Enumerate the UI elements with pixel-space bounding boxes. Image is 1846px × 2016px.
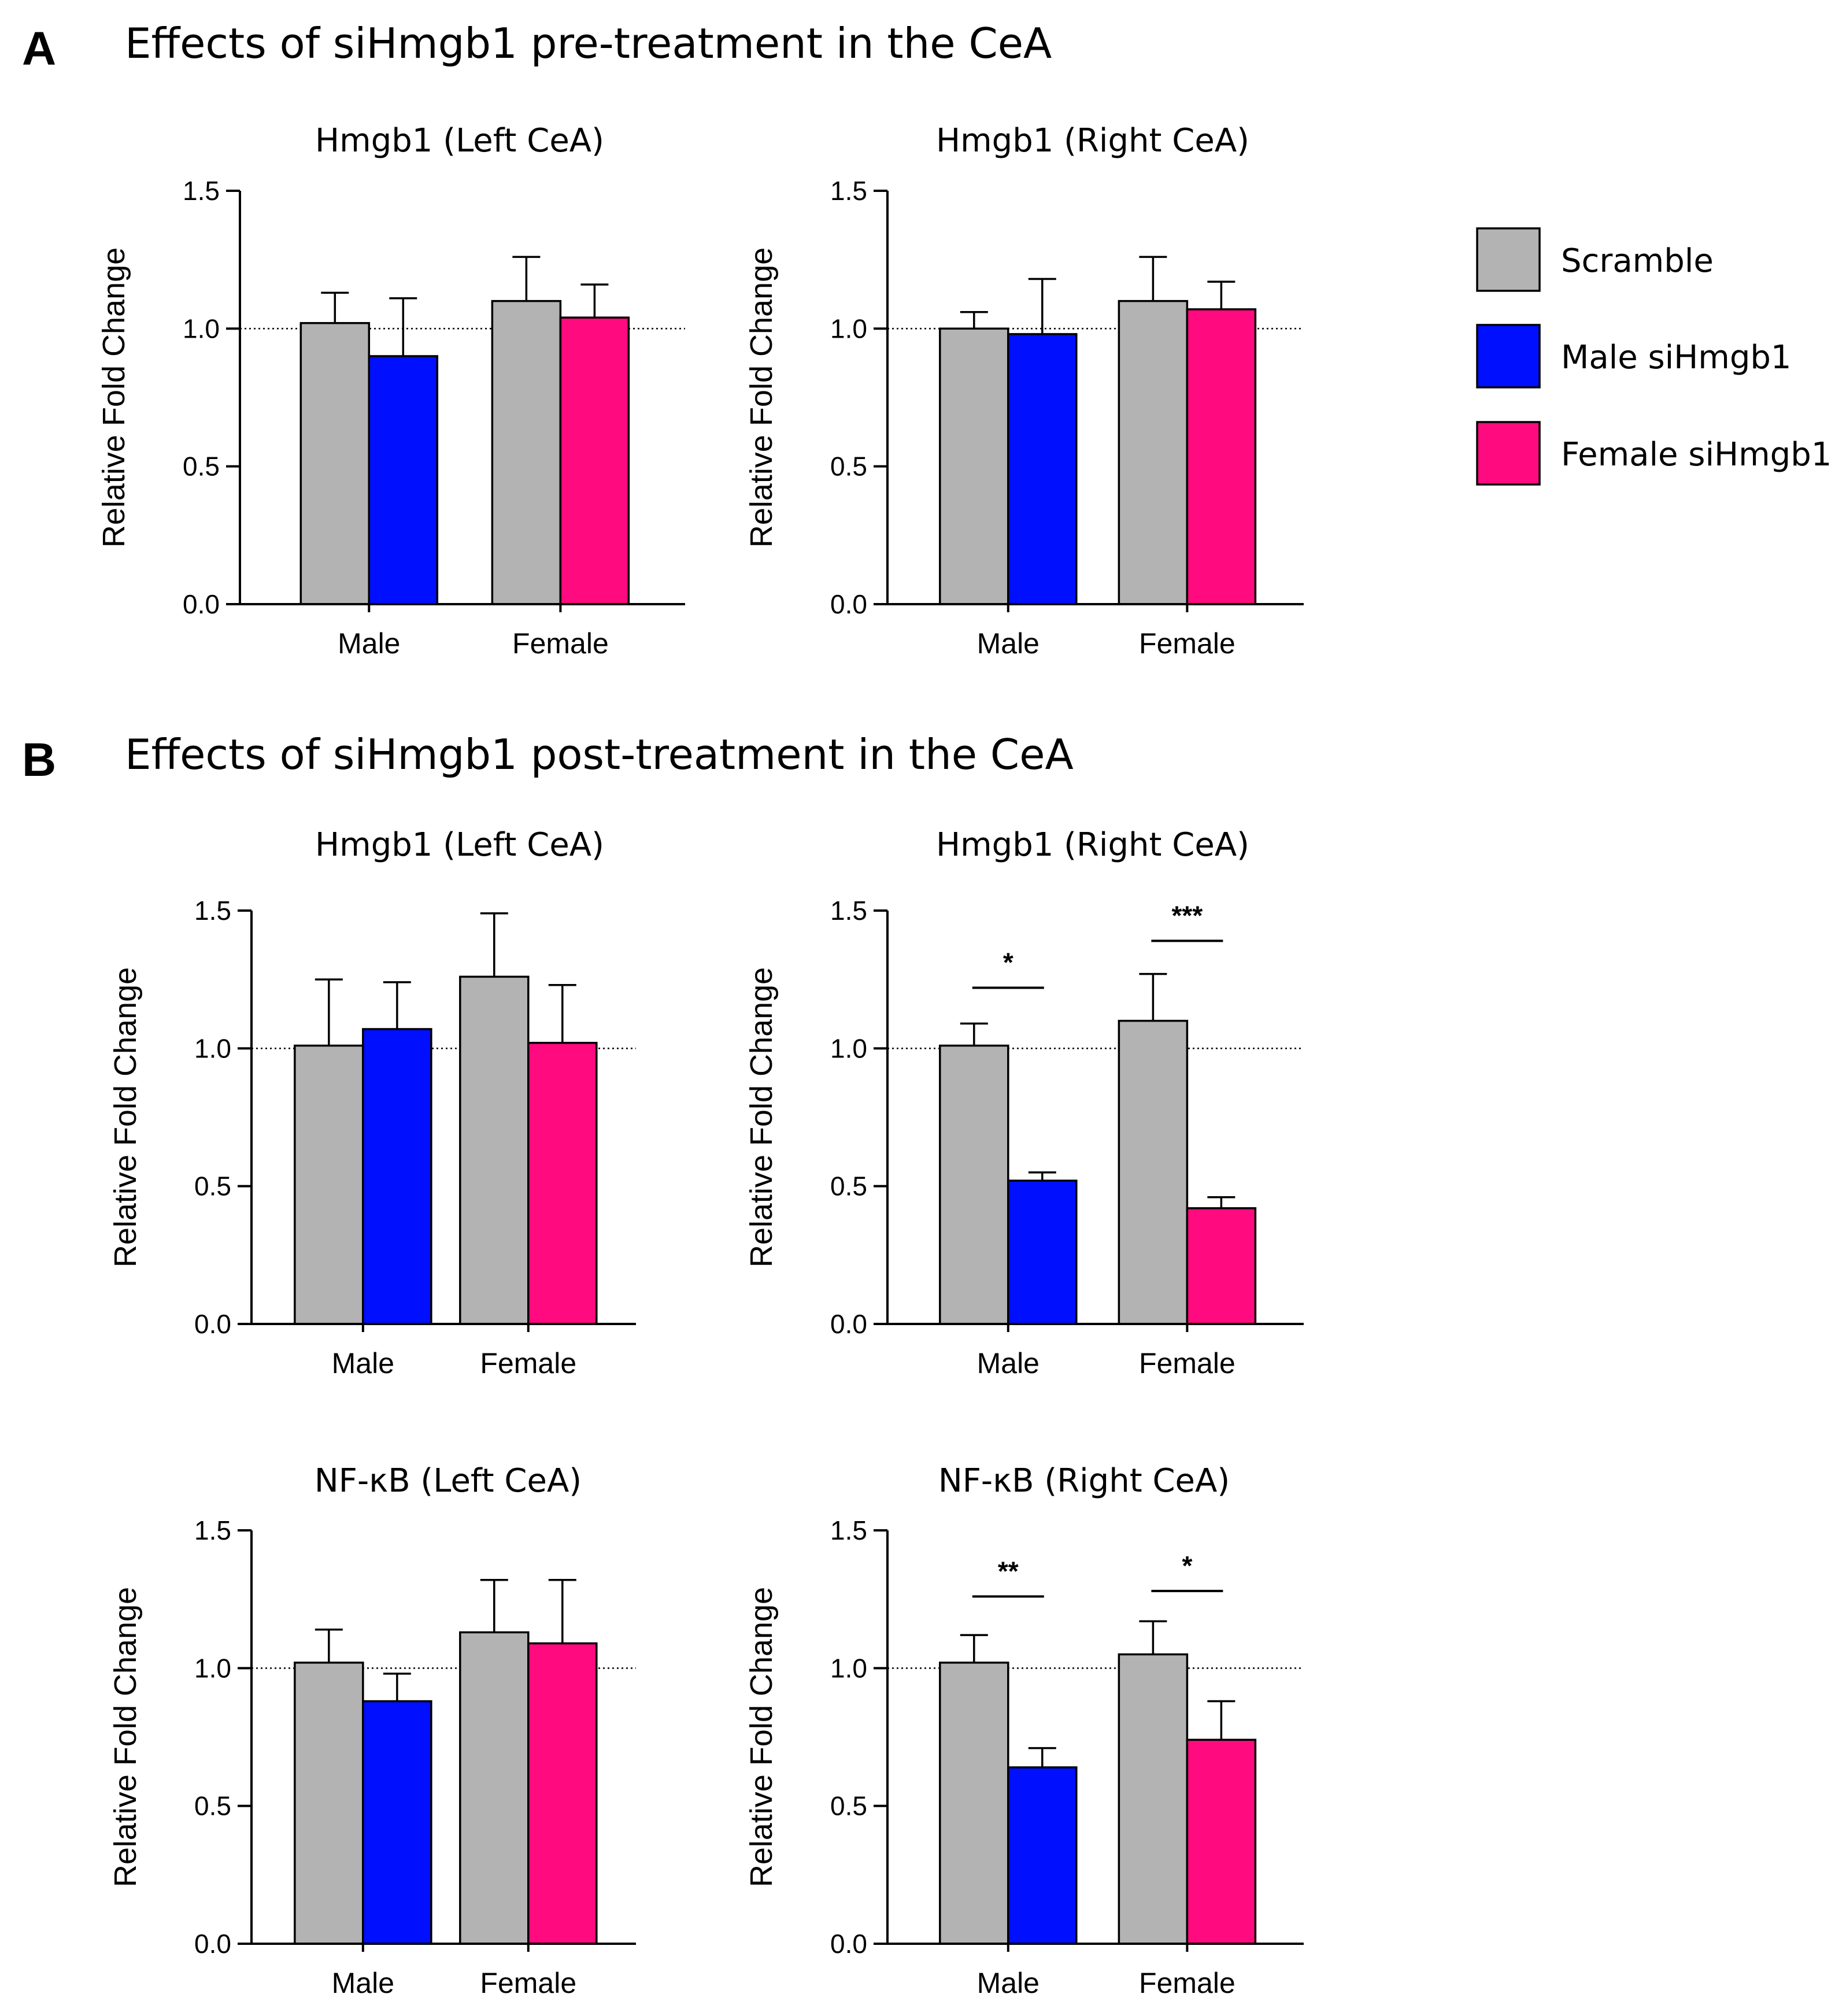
chart-a-hmgb1-left-cea: Hmgb1 (Left CeA) Relative Fold Change Male…	[97, 122, 685, 660]
y-tick-label: 1.0	[194, 1033, 231, 1063]
chart-b-hmgb1-right-cea: Hmgb1 (Right CeA) Relative Fold Change Mal…	[744, 826, 1304, 1379]
y-axis-label: Relative Fold Change	[744, 967, 779, 1267]
bar-sihmgb1-female	[527, 1042, 598, 1325]
legend-swatch-female-sihmgb1	[1476, 421, 1541, 486]
section-a-title: Effects of siHmgb1 pre-treatment in the …	[125, 19, 1052, 68]
y-tick-label: 0.0	[830, 1929, 867, 1959]
x-tick-label-male: Male	[977, 1967, 1039, 1999]
x-tick-label-female: Female	[1139, 627, 1235, 660]
chart-title: Hmgb1 (Right CeA)	[936, 122, 1249, 160]
chart-title: Hmgb1 (Left CeA)	[315, 826, 604, 864]
x-tick-label-female: Female	[1139, 1347, 1235, 1379]
y-tick-label: 1.0	[830, 313, 867, 343]
x-tick-label-female: Female	[1139, 1967, 1235, 1999]
x-tick-label-female: Female	[480, 1347, 576, 1379]
x-tick-label-male: Male	[977, 627, 1039, 660]
significance-marker: **	[998, 1556, 1019, 1586]
y-tick-label: 0.0	[194, 1929, 231, 1959]
bar-scramble-male	[939, 1662, 1009, 1945]
bar-sihmgb1-female	[1186, 1738, 1257, 1945]
bar-scramble-male	[939, 1044, 1009, 1325]
x-tick-label-male: Male	[332, 1967, 394, 1999]
bar-sihmgb1-male	[368, 355, 439, 605]
bar-sihmgb1-male	[362, 1700, 432, 1945]
significance-marker: *	[1003, 947, 1013, 977]
y-axis-label: Relative Fold Change	[744, 247, 779, 548]
y-tick-label: 1.5	[830, 896, 867, 926]
y-tick-label: 0.0	[830, 589, 867, 619]
y-tick-label: 1.0	[830, 1653, 867, 1683]
y-tick-label: 0.5	[194, 1791, 231, 1821]
bar-scramble-male	[294, 1662, 364, 1945]
y-axis-label: Relative Fold Change	[744, 1587, 779, 1887]
y-axis-label: Relative Fold Change	[108, 1587, 143, 1887]
x-tick-label-male: Male	[332, 1347, 394, 1379]
y-axis-label: Relative Fold Change	[97, 247, 131, 548]
y-tick-label: 1.0	[194, 1653, 231, 1683]
chart-title: NF-κB (Left CeA)	[315, 1462, 582, 1500]
y-tick-label: 0.0	[830, 1309, 867, 1339]
chart-title: Hmgb1 (Right CeA)	[936, 826, 1249, 864]
bar-scramble-male	[299, 322, 371, 605]
bar-sihmgb1-male	[1007, 1179, 1078, 1325]
legend-swatch-scramble	[1476, 227, 1541, 292]
section-b-title: Effects of siHmgb1 post-treatment in the…	[125, 730, 1074, 779]
x-tick-label-female: Female	[480, 1967, 576, 1999]
legend-item-female-sihmgb1: Female siHmgb1	[1476, 421, 1832, 486]
y-tick-label: 1.5	[183, 176, 220, 206]
section-a-letter: A	[22, 23, 56, 75]
legend-label-male-sihmgb1: Male siHmgb1	[1561, 339, 1792, 376]
y-tick-label: 1.0	[183, 313, 220, 343]
chart-b-nfkb-right-cea: NF-κB (Right CeA) Relative Fold Change Mal…	[744, 1462, 1304, 1999]
y-tick-label: 0.5	[830, 1171, 867, 1201]
y-tick-label: 0.5	[183, 452, 220, 482]
legend-item-scramble: Scramble	[1476, 227, 1714, 292]
y-tick-label: 0.5	[830, 1791, 867, 1821]
chart-title: Hmgb1 (Left CeA)	[315, 122, 604, 160]
bar-scramble-female	[459, 975, 530, 1325]
chart-b-nfkb-left-cea: NF-κB (Left CeA) Relative Fold Change Male…	[108, 1462, 636, 1999]
bar-sihmgb1-female	[559, 316, 630, 605]
bar-sihmgb1-male	[362, 1028, 432, 1325]
legend-label-female-sihmgb1: Female siHmgb1	[1561, 436, 1832, 474]
y-tick-label: 1.5	[830, 176, 867, 206]
y-tick-label: 1.0	[830, 1033, 867, 1063]
legend: Scramble Male siHmgb1 Female siHmgb1	[1476, 227, 1832, 486]
y-tick-label: 0.0	[183, 589, 220, 619]
bar-scramble-female	[459, 1631, 530, 1945]
bar-sihmgb1-female	[1186, 308, 1257, 605]
legend-label-scramble: Scramble	[1561, 242, 1714, 280]
chart-a-hmgb1-right-cea: Hmgb1 (Right CeA) Relative Fold Change Mal…	[744, 122, 1304, 660]
bar-sihmgb1-female	[527, 1642, 598, 1945]
section-b-letter: B	[22, 734, 56, 786]
y-axis-label: Relative Fold Change	[108, 967, 143, 1267]
bar-sihmgb1-male	[1007, 1766, 1078, 1945]
y-tick-label: 1.5	[194, 1515, 231, 1545]
significance-marker: *	[1182, 1551, 1192, 1581]
chart-b-hmgb1-left-cea: Hmgb1 (Left CeA) Relative Fold Change Male…	[108, 826, 636, 1379]
chart-title: NF-κB (Right CeA)	[938, 1462, 1230, 1500]
y-tick-label: 0.5	[830, 452, 867, 482]
bar-scramble-female	[1118, 1653, 1189, 1945]
bar-scramble-male	[939, 327, 1009, 605]
bar-scramble-female	[1118, 299, 1189, 605]
y-tick-label: 1.5	[194, 896, 231, 926]
y-tick-label: 0.0	[194, 1309, 231, 1339]
y-tick-label: 1.5	[830, 1515, 867, 1545]
significance-marker: ***	[1172, 900, 1203, 930]
bar-scramble-male	[294, 1044, 364, 1325]
bar-sihmgb1-female	[1186, 1207, 1257, 1325]
legend-item-male-sihmgb1: Male siHmgb1	[1476, 324, 1792, 389]
x-tick-label-male: Male	[338, 627, 400, 660]
bar-scramble-female	[1118, 1019, 1189, 1325]
x-tick-label-male: Male	[977, 1347, 1039, 1379]
x-tick-label-female: Female	[512, 627, 609, 660]
y-tick-label: 0.5	[194, 1171, 231, 1201]
legend-swatch-male-sihmgb1	[1476, 324, 1541, 389]
bar-scramble-female	[491, 299, 562, 605]
bar-sihmgb1-male	[1007, 333, 1078, 605]
